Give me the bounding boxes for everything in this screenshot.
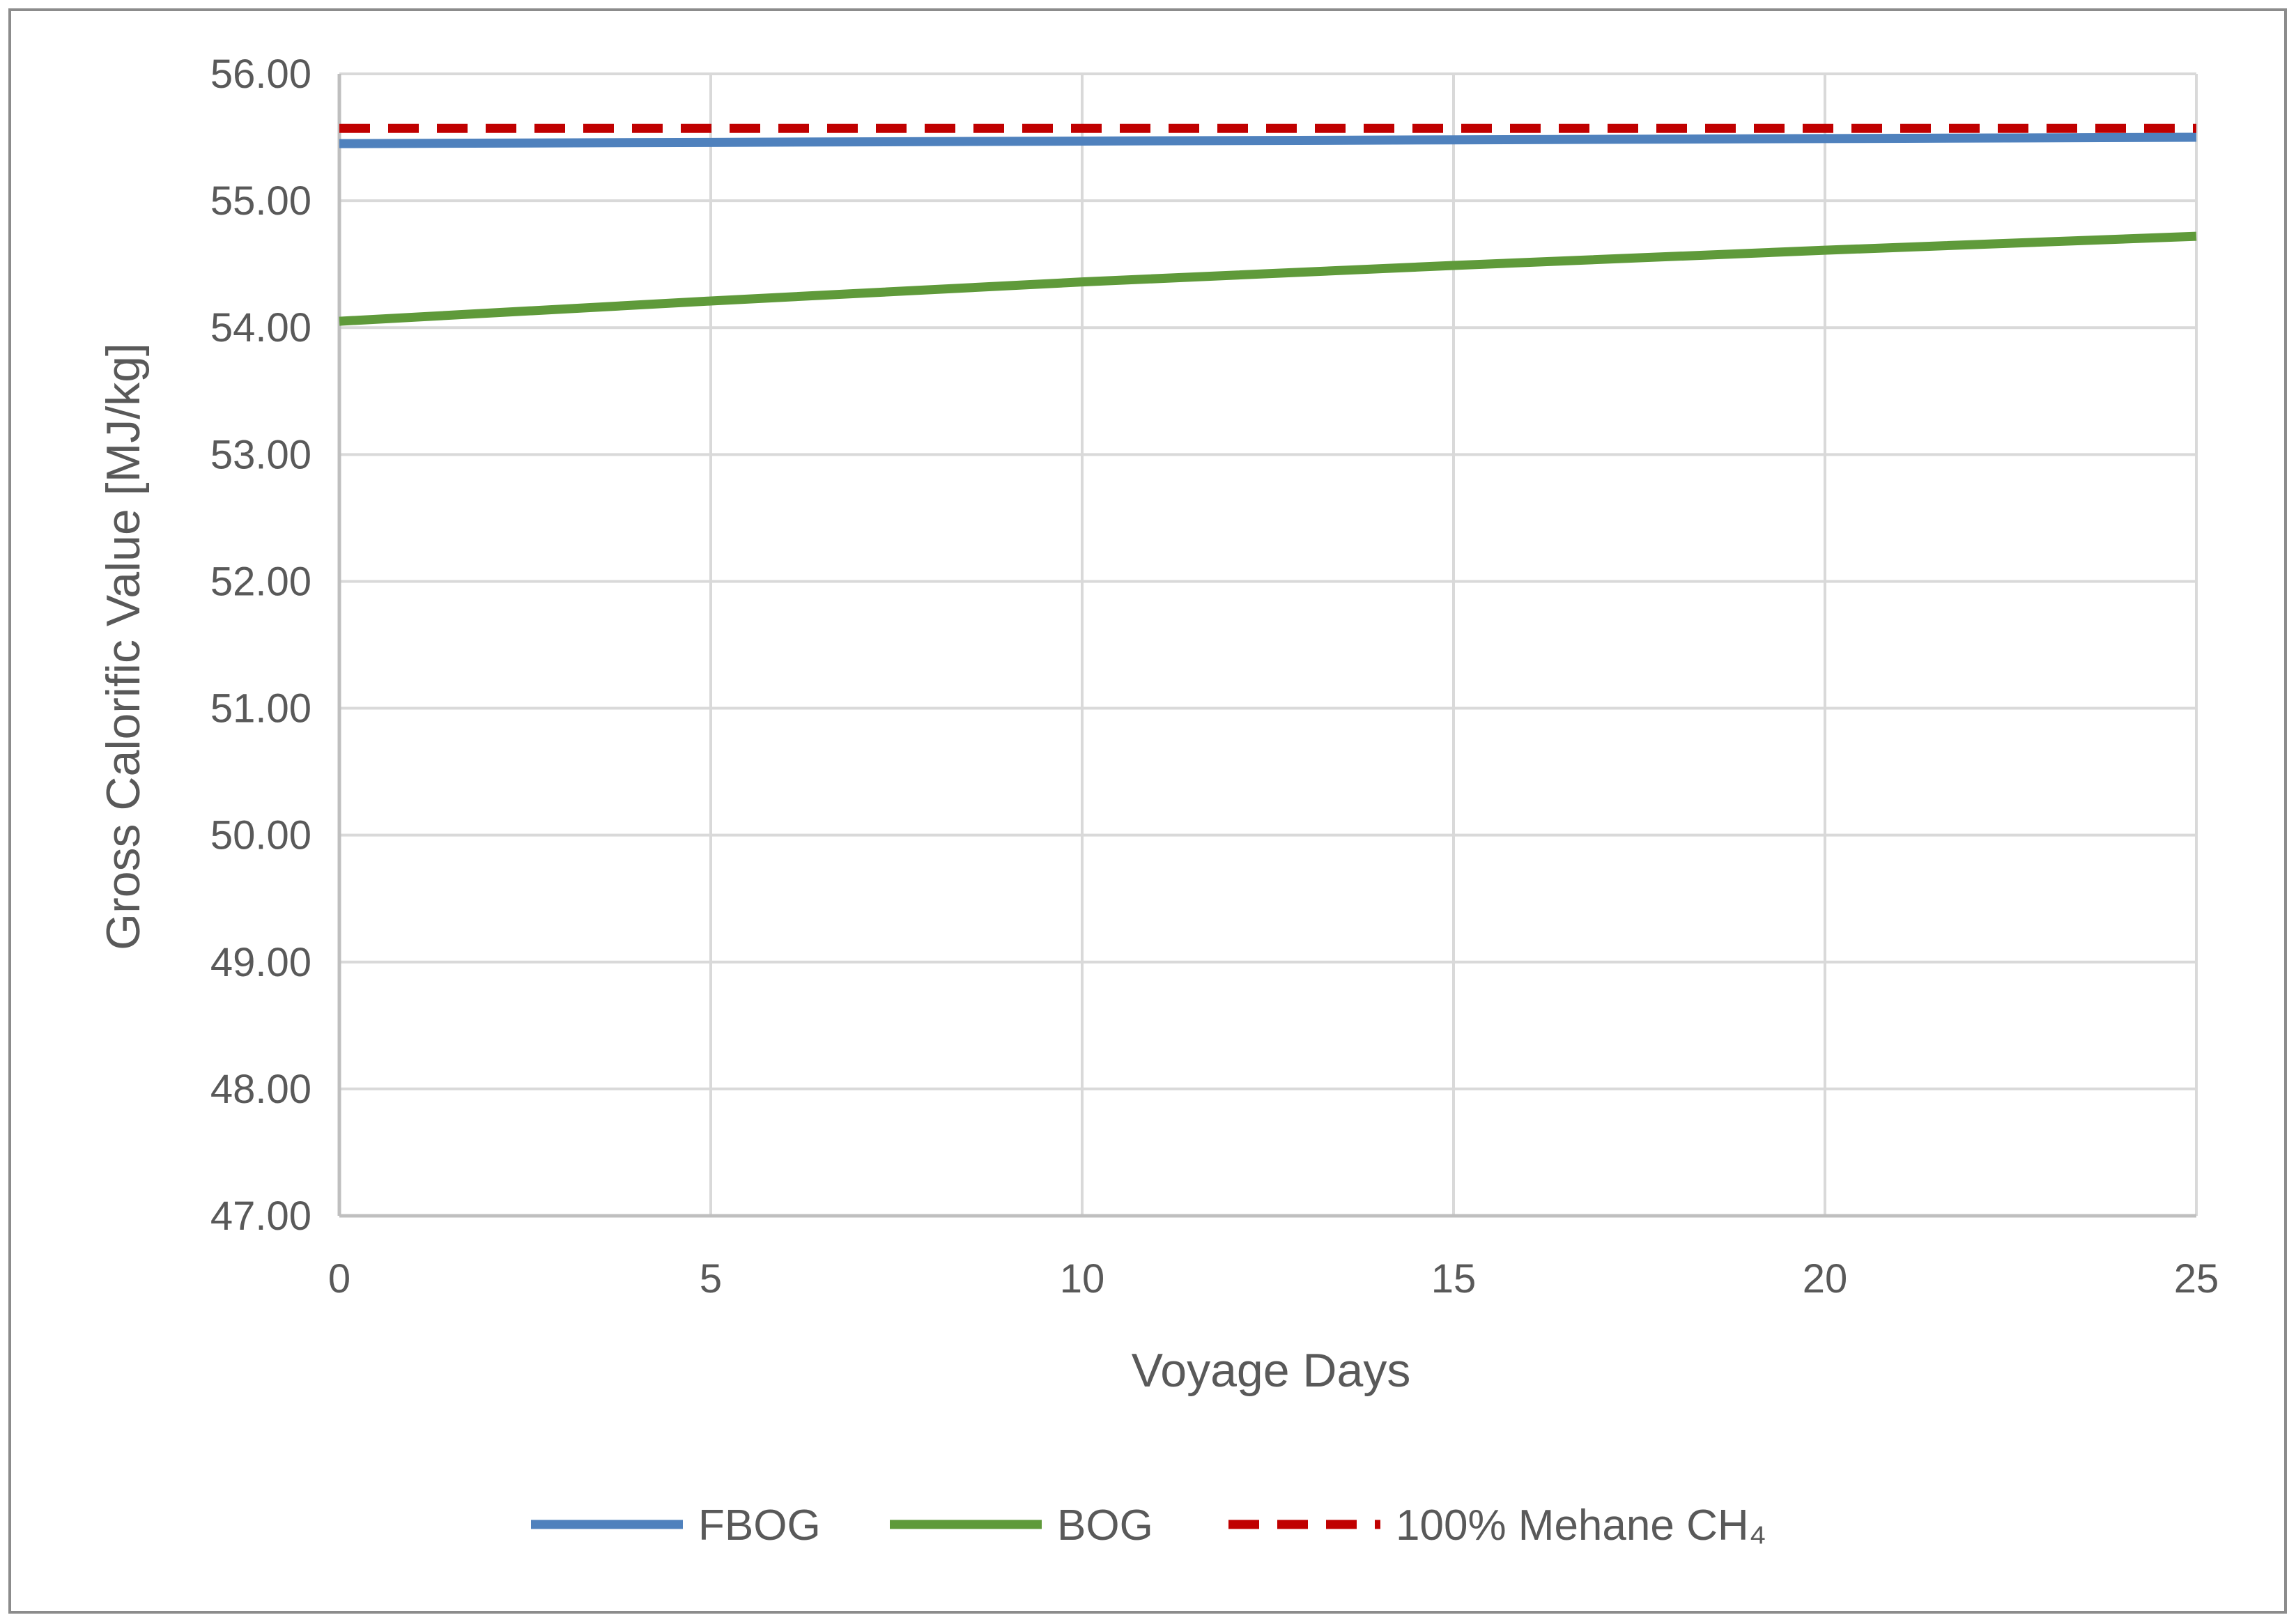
y-tick-label: 54.00: [210, 305, 311, 350]
y-axis-title: Gross Calorific Value [MJ/kg]: [97, 343, 150, 950]
y-tick-label: 51.00: [210, 686, 311, 732]
series-lines: [339, 123, 2197, 326]
y-tick-label: 55.00: [210, 178, 311, 224]
x-tick-label: 0: [328, 1256, 350, 1302]
x-tick-label: 5: [700, 1256, 722, 1302]
y-tick-label: 53.00: [210, 432, 311, 477]
legend: FBOG BOG 100% Mehane CH₄: [531, 1501, 1766, 1550]
y-tick-labels: 47.00 48.00 49.00 50.00 51.00 52.00 53.00 54.00…: [210, 52, 311, 1239]
legend-label: BOG: [1057, 1501, 1153, 1550]
gridlines: [339, 72, 2198, 1216]
x-tick-label: 15: [1431, 1256, 1477, 1302]
series-line-fbog: [339, 132, 2197, 148]
y-tick-label: 50.00: [210, 813, 311, 858]
series-line-bog: [339, 231, 2197, 326]
x-axis-title: Voyage Days: [1132, 1344, 1411, 1397]
x-tick-label: 10: [1060, 1256, 1105, 1302]
x-tick-labels: 0 5 10 15 20 25: [328, 1256, 2219, 1302]
legend-label: 100% Mehane CH₄: [1396, 1501, 1766, 1550]
axes: [337, 74, 2196, 1218]
y-tick-label: 52.00: [210, 559, 311, 604]
x-tick-label: 20: [1803, 1256, 1848, 1302]
legend-label: FBOG: [698, 1501, 821, 1550]
y-tick-label: 48.00: [210, 1067, 311, 1112]
y-tick-label: 49.00: [210, 940, 311, 985]
y-tick-label: 47.00: [210, 1194, 311, 1239]
x-tick-label: 25: [2174, 1256, 2219, 1302]
y-tick-label: 56.00: [210, 52, 311, 97]
